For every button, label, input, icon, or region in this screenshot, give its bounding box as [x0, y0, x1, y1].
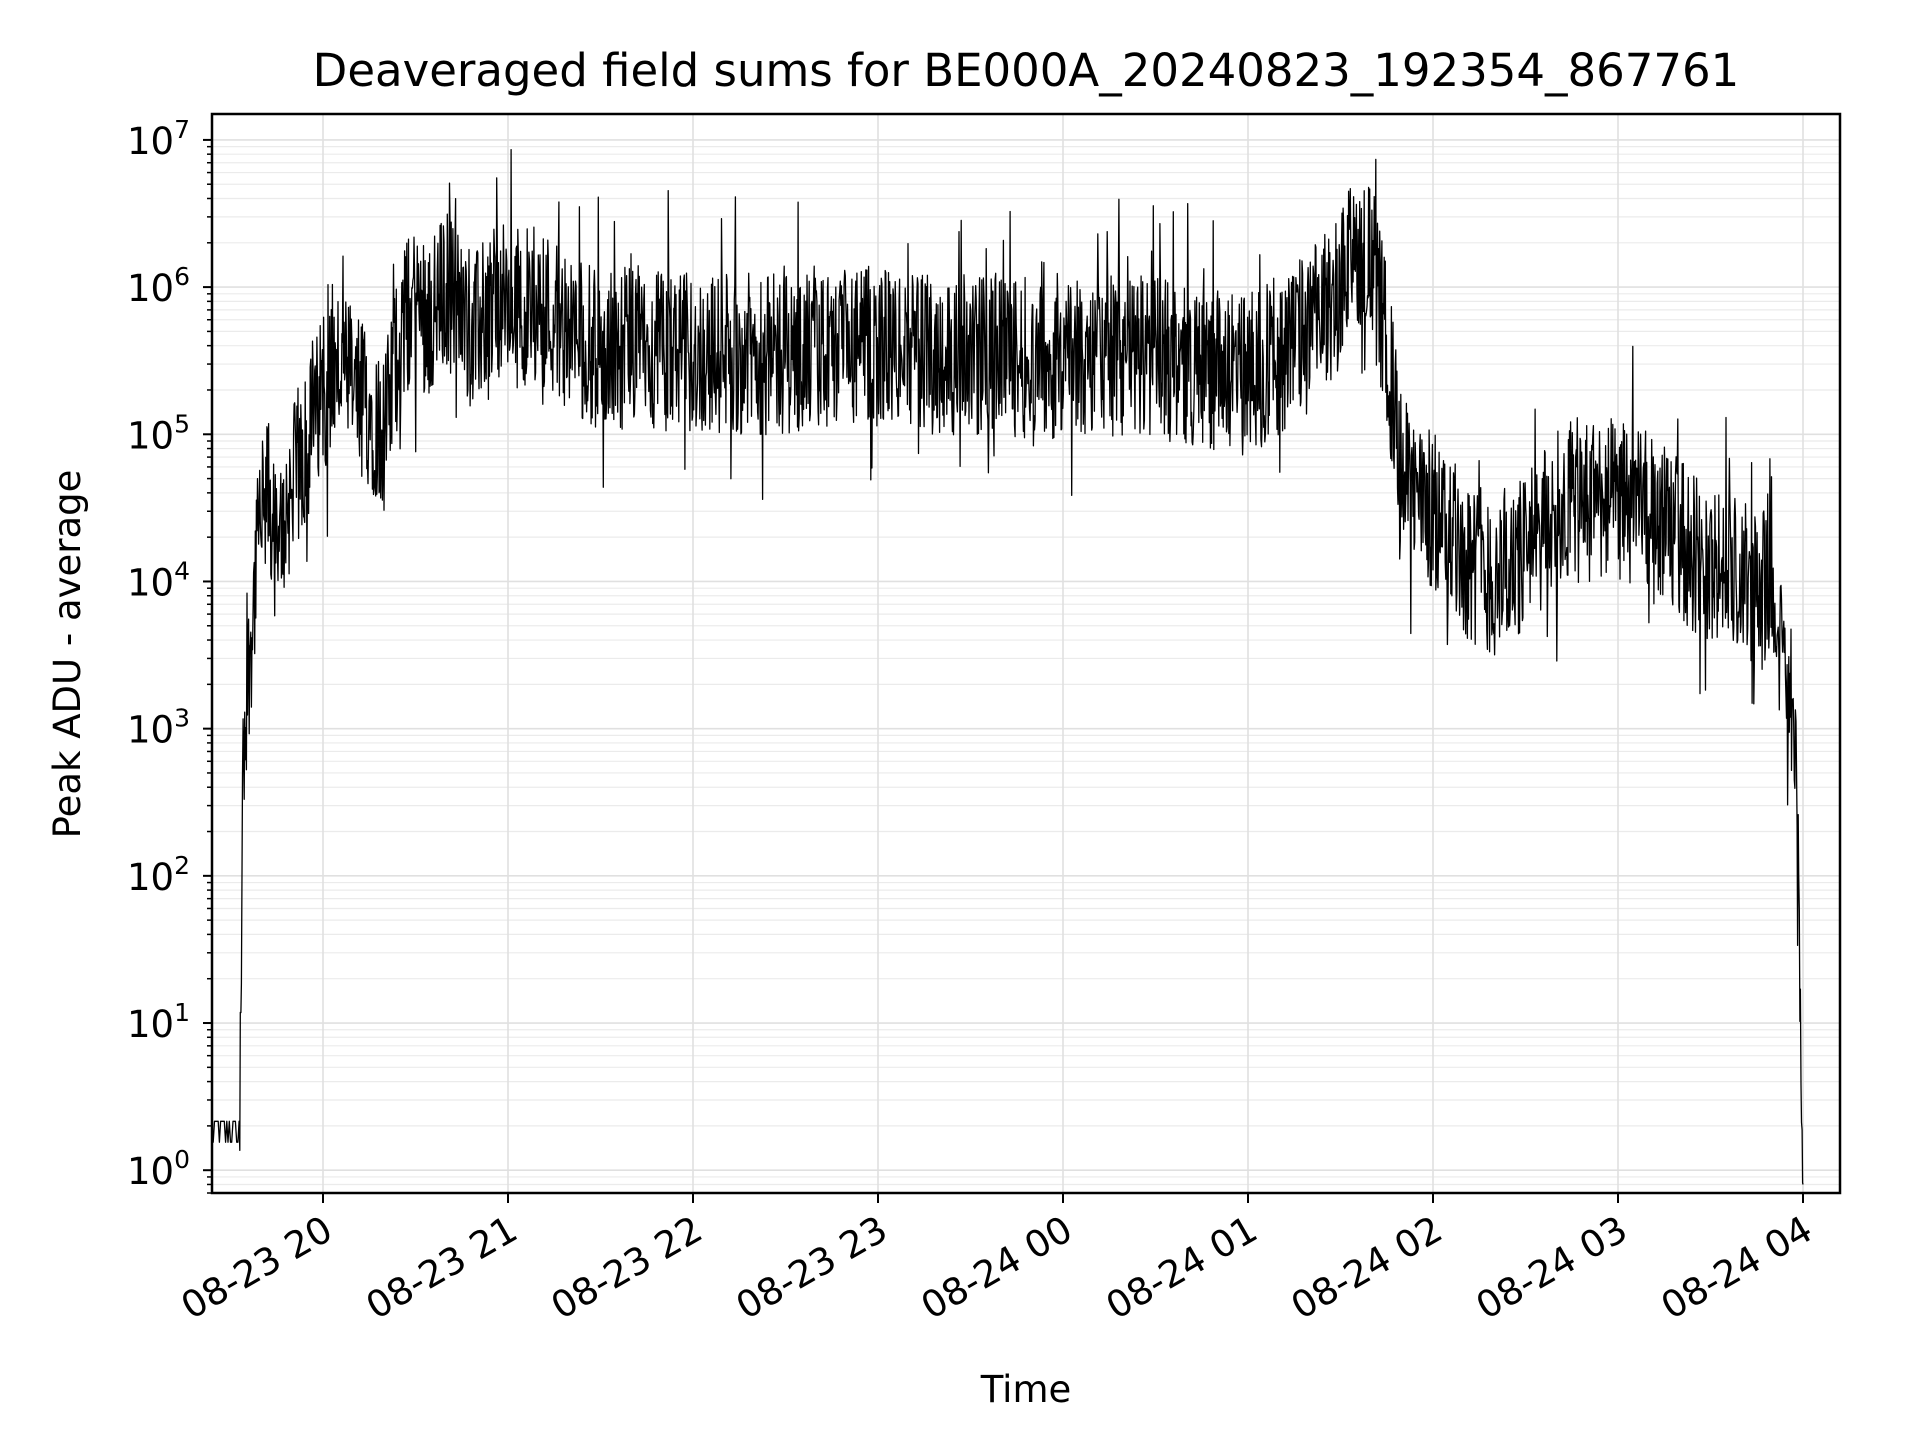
y-tick-label: 105	[127, 409, 190, 457]
x-tick-label: 08-24 03	[1469, 1208, 1635, 1328]
y-tick-label: 103	[127, 704, 190, 752]
y-tick-label: 100	[127, 1145, 190, 1193]
y-tick-label: 106	[127, 262, 190, 310]
x-tick-label: 08-23 21	[359, 1208, 525, 1328]
x-tick-label: 08-23 20	[174, 1208, 340, 1328]
x-tick-label: 08-24 01	[1099, 1208, 1265, 1328]
y-tick-label: 101	[127, 998, 190, 1046]
x-tick-label: 08-24 02	[1284, 1208, 1450, 1328]
y-tick-label: 104	[127, 556, 190, 604]
chart-title: Deaveraged field sums for BE000A_2024082…	[313, 44, 1740, 97]
y-tick-label: 102	[127, 851, 190, 899]
series-line	[211, 148, 1804, 1185]
y-axis-label: Peak ADU - average	[46, 470, 89, 839]
y-tick-label: 107	[127, 115, 190, 163]
x-tick-label: 08-24 04	[1654, 1208, 1820, 1328]
x-axis-label: Time	[980, 1368, 1072, 1411]
x-tick-label: 08-23 22	[544, 1208, 710, 1328]
x-tick-label: 08-24 00	[914, 1208, 1080, 1328]
x-tick-label: 08-23 23	[729, 1208, 895, 1328]
plot-frame	[210, 112, 1842, 1195]
